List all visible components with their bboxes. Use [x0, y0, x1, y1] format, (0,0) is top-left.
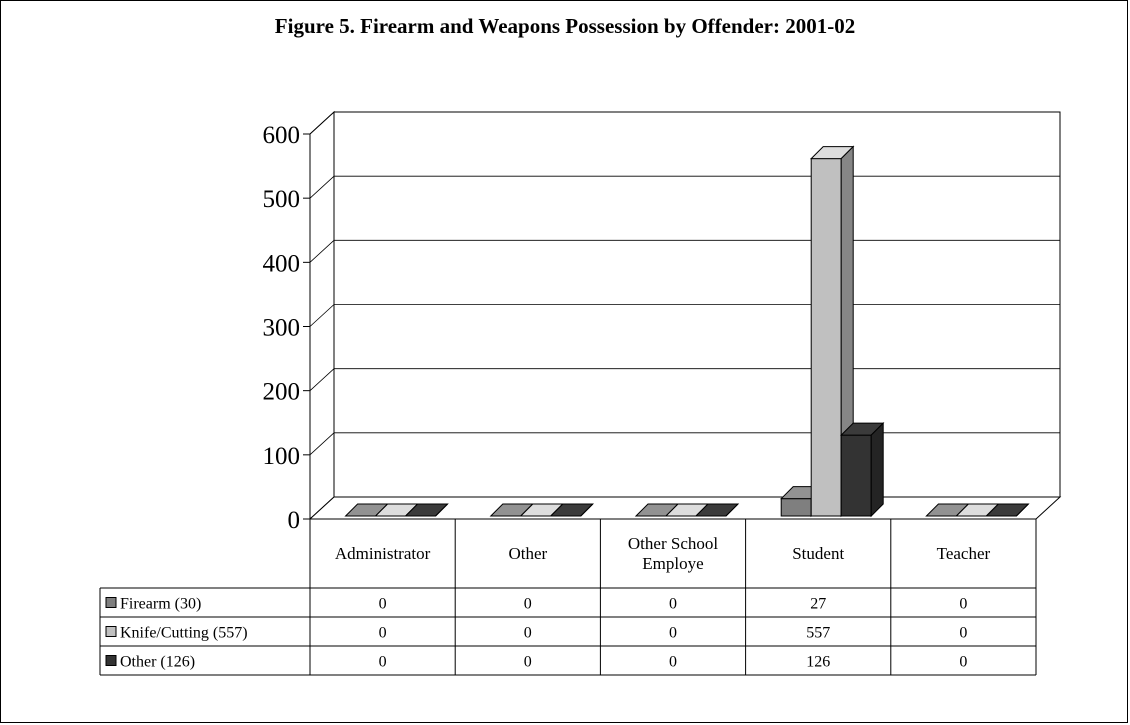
- bar-1-3: [810, 158, 842, 517]
- data-value: 0: [379, 596, 387, 613]
- legend-entry: Firearm (30): [120, 596, 201, 613]
- category-label: Other School Employe: [628, 534, 718, 573]
- category-label: Teacher: [937, 544, 991, 563]
- y-tick-label: 500: [263, 186, 301, 213]
- bar-side-2-3: [870, 421, 884, 518]
- gridline-side: [309, 432, 335, 456]
- legend-swatch: [105, 626, 117, 637]
- y-tick-label: 400: [263, 250, 301, 277]
- data-value: 557: [806, 625, 830, 642]
- y-tick-label: 0: [288, 507, 301, 534]
- data-value: 126: [806, 654, 830, 671]
- chart-title: Figure 5. Firearm and Weapons Possession…: [274, 14, 856, 38]
- legend-swatch: [105, 597, 117, 608]
- bar-side-2-4: [1016, 503, 1029, 517]
- bar-2-3: [840, 434, 872, 517]
- category-label: Student: [792, 544, 844, 563]
- bar-side-2-0: [435, 503, 448, 517]
- y-tick-label: 300: [263, 315, 301, 342]
- category-label: Administrator: [335, 544, 431, 563]
- gridline-side: [309, 111, 335, 135]
- gridline-side: [309, 175, 335, 199]
- data-value: 0: [959, 596, 967, 613]
- data-value: 0: [524, 654, 532, 671]
- data-value: 0: [524, 596, 532, 613]
- data-value: 0: [379, 625, 387, 642]
- data-value: 0: [524, 625, 532, 642]
- bar-0-3: [780, 498, 812, 517]
- data-value: 27: [810, 596, 826, 613]
- data-value: 0: [669, 625, 677, 642]
- data-value: 0: [959, 654, 967, 671]
- y-tick-label: 200: [263, 379, 301, 406]
- y-tick-label: 100: [263, 443, 301, 470]
- data-value: 0: [379, 654, 387, 671]
- data-value: 0: [959, 625, 967, 642]
- gridline-side: [309, 304, 335, 327]
- legend-entry: Other (126): [120, 654, 195, 671]
- y-tick-label: 600: [263, 122, 301, 149]
- bar-side-2-1: [580, 503, 594, 517]
- bar-side-2-2: [725, 503, 739, 517]
- data-value: 0: [669, 654, 677, 671]
- category-label: Other: [508, 544, 547, 563]
- legend-entry: Knife/Cutting (557): [120, 625, 248, 642]
- gridline-side: [309, 368, 335, 391]
- data-value: 0: [669, 596, 677, 613]
- legend-swatch: [105, 655, 117, 666]
- gridline-side: [309, 240, 335, 263]
